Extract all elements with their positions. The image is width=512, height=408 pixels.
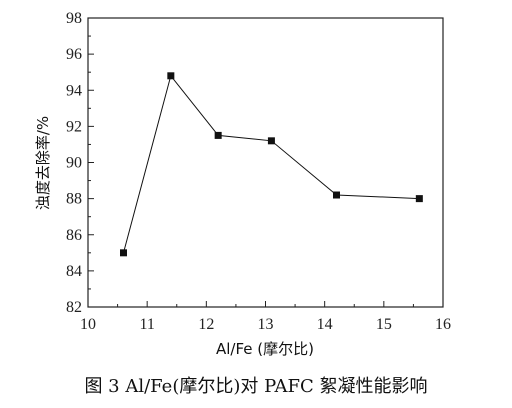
y-tick-label: 90 [66,155,82,172]
data-point [120,249,127,257]
y-tick-label: 82 [66,299,82,316]
y-tick-label: 98 [66,10,82,27]
y-tick-label: 84 [66,263,82,280]
axis-ticks [87,17,444,308]
line-chart: 10 11 12 13 14 15 16 82 84 86 88 90 92 94 96 98 Al/Fe … [34,10,451,358]
x-axis-title: Al/Fe (摩尔比) [216,340,314,358]
x-tick-label: 13 [258,316,274,333]
x-tick-label: 11 [139,316,154,333]
x-tick-label: 12 [198,316,214,333]
data-point [415,195,423,203]
y-axis-title: 浊度去除率/% [34,116,52,210]
y-tick-labels: 82 84 86 88 90 92 94 96 98 [66,10,82,316]
x-tick-label: 14 [317,316,333,333]
y-tick-label: 92 [66,118,82,135]
data-point [333,191,340,199]
data-series [120,72,423,257]
y-tick-label: 94 [66,82,82,99]
x-tick-label: 16 [435,316,451,333]
figure-caption: 图 3 Al/Fe(摩尔比)对 PAFC 絮凝性能影响 [84,376,428,397]
series-line [123,74,420,253]
data-point [214,131,222,139]
x-tick-labels: 10 11 12 13 14 15 16 [80,316,451,333]
data-point [167,72,175,80]
plot-frame [87,17,444,308]
x-tick-label: 15 [376,316,392,333]
data-point [267,137,275,145]
y-tick-label: 88 [66,191,82,208]
y-tick-label: 86 [66,227,82,244]
y-tick-label: 96 [66,46,82,63]
x-tick-label: 10 [80,316,96,333]
